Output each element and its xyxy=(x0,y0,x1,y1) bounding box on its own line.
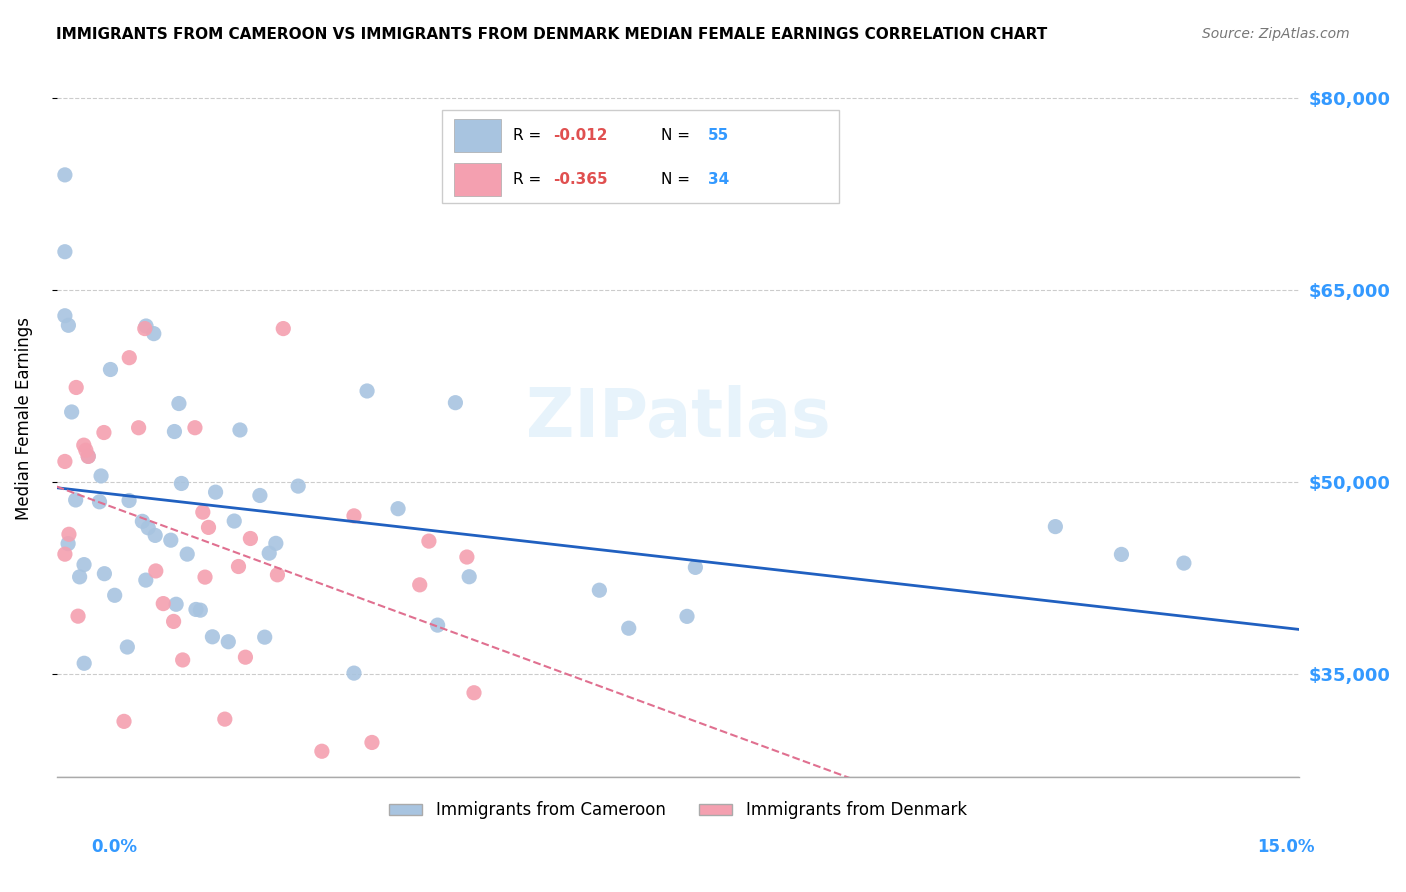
Point xyxy=(343,666,366,681)
Point xyxy=(112,714,135,729)
Point xyxy=(264,536,287,550)
Point xyxy=(167,396,190,410)
Point xyxy=(73,558,96,572)
Point xyxy=(53,454,76,468)
Point xyxy=(387,501,409,516)
Point xyxy=(463,686,485,700)
Point xyxy=(162,615,184,629)
Point xyxy=(56,536,79,550)
Point xyxy=(73,657,96,671)
Point xyxy=(134,321,156,335)
Point xyxy=(184,602,207,616)
Point xyxy=(224,514,246,528)
Point xyxy=(58,527,80,541)
Point xyxy=(77,450,100,464)
Point xyxy=(217,634,239,648)
Point xyxy=(588,583,610,598)
Point xyxy=(361,735,384,749)
Point xyxy=(53,244,76,259)
Point xyxy=(65,380,87,394)
Point xyxy=(191,505,214,519)
Point xyxy=(135,318,157,333)
Point xyxy=(197,520,219,534)
Point xyxy=(118,493,141,508)
Point xyxy=(172,653,194,667)
Point xyxy=(69,570,91,584)
Point xyxy=(128,421,150,435)
Point xyxy=(409,578,432,592)
Point xyxy=(152,597,174,611)
Point xyxy=(163,425,186,439)
Point xyxy=(257,546,280,560)
Y-axis label: Median Female Earnings: Median Female Earnings xyxy=(15,317,32,520)
Point xyxy=(136,521,159,535)
Point xyxy=(60,405,83,419)
Point xyxy=(229,423,252,437)
Point xyxy=(58,318,80,333)
Point xyxy=(287,479,309,493)
Point xyxy=(104,588,127,602)
Point xyxy=(118,351,141,365)
Point xyxy=(93,425,115,440)
Point xyxy=(204,485,226,500)
Point xyxy=(131,514,153,528)
Point xyxy=(53,547,76,561)
Point xyxy=(617,621,640,635)
Text: Source: ZipAtlas.com: Source: ZipAtlas.com xyxy=(1202,27,1350,41)
Point xyxy=(228,559,250,574)
Point xyxy=(100,362,122,376)
Point xyxy=(142,326,165,341)
Legend: Immigrants from Cameroon, Immigrants from Denmark: Immigrants from Cameroon, Immigrants fro… xyxy=(382,795,973,826)
Point xyxy=(67,609,90,624)
Point xyxy=(458,570,481,584)
Point xyxy=(89,495,111,509)
Point xyxy=(53,309,76,323)
Point xyxy=(426,618,449,632)
Point xyxy=(685,560,707,574)
Point xyxy=(73,438,96,452)
Point xyxy=(1173,556,1195,570)
Point xyxy=(77,449,100,463)
Point xyxy=(135,573,157,587)
Point xyxy=(165,597,187,611)
Point xyxy=(311,744,333,758)
Point xyxy=(253,630,276,644)
Point xyxy=(239,532,262,546)
Point xyxy=(356,384,378,398)
Point xyxy=(75,443,97,458)
Point xyxy=(235,650,257,665)
Text: IMMIGRANTS FROM CAMEROON VS IMMIGRANTS FROM DENMARK MEDIAN FEMALE EARNINGS CORRE: IMMIGRANTS FROM CAMEROON VS IMMIGRANTS F… xyxy=(56,27,1047,42)
Point xyxy=(188,603,211,617)
Point xyxy=(90,469,112,483)
Point xyxy=(271,321,294,335)
Point xyxy=(65,492,87,507)
Point xyxy=(456,549,478,564)
Point xyxy=(93,566,115,581)
Text: ZIPatlas: ZIPatlas xyxy=(526,385,831,451)
Point xyxy=(117,640,139,654)
Point xyxy=(159,533,181,548)
Text: 0.0%: 0.0% xyxy=(91,838,138,855)
Point xyxy=(343,508,366,523)
Point xyxy=(444,395,467,409)
Text: 15.0%: 15.0% xyxy=(1257,838,1315,855)
Point xyxy=(184,421,207,435)
Point xyxy=(176,547,198,561)
Point xyxy=(418,534,440,549)
Point xyxy=(214,712,236,726)
Point xyxy=(249,488,271,502)
Point xyxy=(53,168,76,182)
Point xyxy=(1045,519,1067,533)
Point xyxy=(143,528,166,542)
Point xyxy=(170,476,193,491)
Point xyxy=(201,630,224,644)
Point xyxy=(266,567,288,582)
Point xyxy=(194,570,217,584)
Point xyxy=(1111,548,1133,562)
Point xyxy=(145,564,167,578)
Point xyxy=(676,609,699,624)
